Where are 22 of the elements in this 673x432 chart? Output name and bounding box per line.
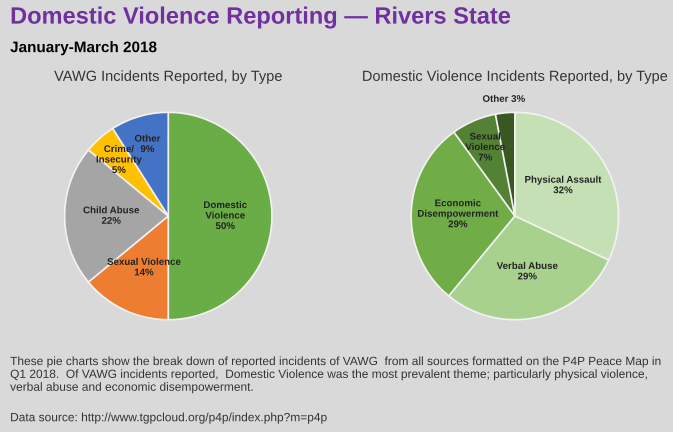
slice-label: Other 3% (482, 94, 525, 102)
data-label: 32% (553, 186, 572, 194)
data-label: 29% (518, 272, 537, 280)
data-label: 29% (448, 220, 468, 228)
text: January-March 2018 (10, 41, 157, 56)
data-label: 14% (134, 268, 154, 276)
data-label: 5% (112, 166, 126, 174)
chart-title: Domestic Violence Incidents Reported, by Type (363, 70, 668, 84)
text: These pie charts show the break down of reported incidents of VAWG from all sources formatted on the P4P Peace Map in Q1 2018. Of VAWG incidents reported, Domestic Violence was the most prevalent theme; particularly physical violence, verbal abuse and economic disempowerment. (10, 356, 660, 394)
text: Domestic Violence Reporting — Rivers State (12, 6, 510, 29)
data-label: 9% (140, 145, 154, 152)
slice-label: Physical Assault (525, 176, 602, 185)
slice-label: Child Abuse (83, 206, 140, 214)
chart-title: VAWG Incidents Reported, by Type (54, 70, 282, 84)
slice-label: Economic Disempowerment (418, 199, 498, 219)
slice-label: Domestic Violence (204, 200, 247, 219)
slice-label: Verbal Abuse (496, 262, 558, 270)
data-label: 7% (478, 154, 492, 161)
source-note: Data source: http://www.tgpcloud.org/p4p/index.php?m=p4p (11, 412, 327, 424)
data-label: 50% (216, 222, 235, 230)
data-label: 22% (102, 216, 121, 224)
slice-label: Other (134, 134, 160, 142)
